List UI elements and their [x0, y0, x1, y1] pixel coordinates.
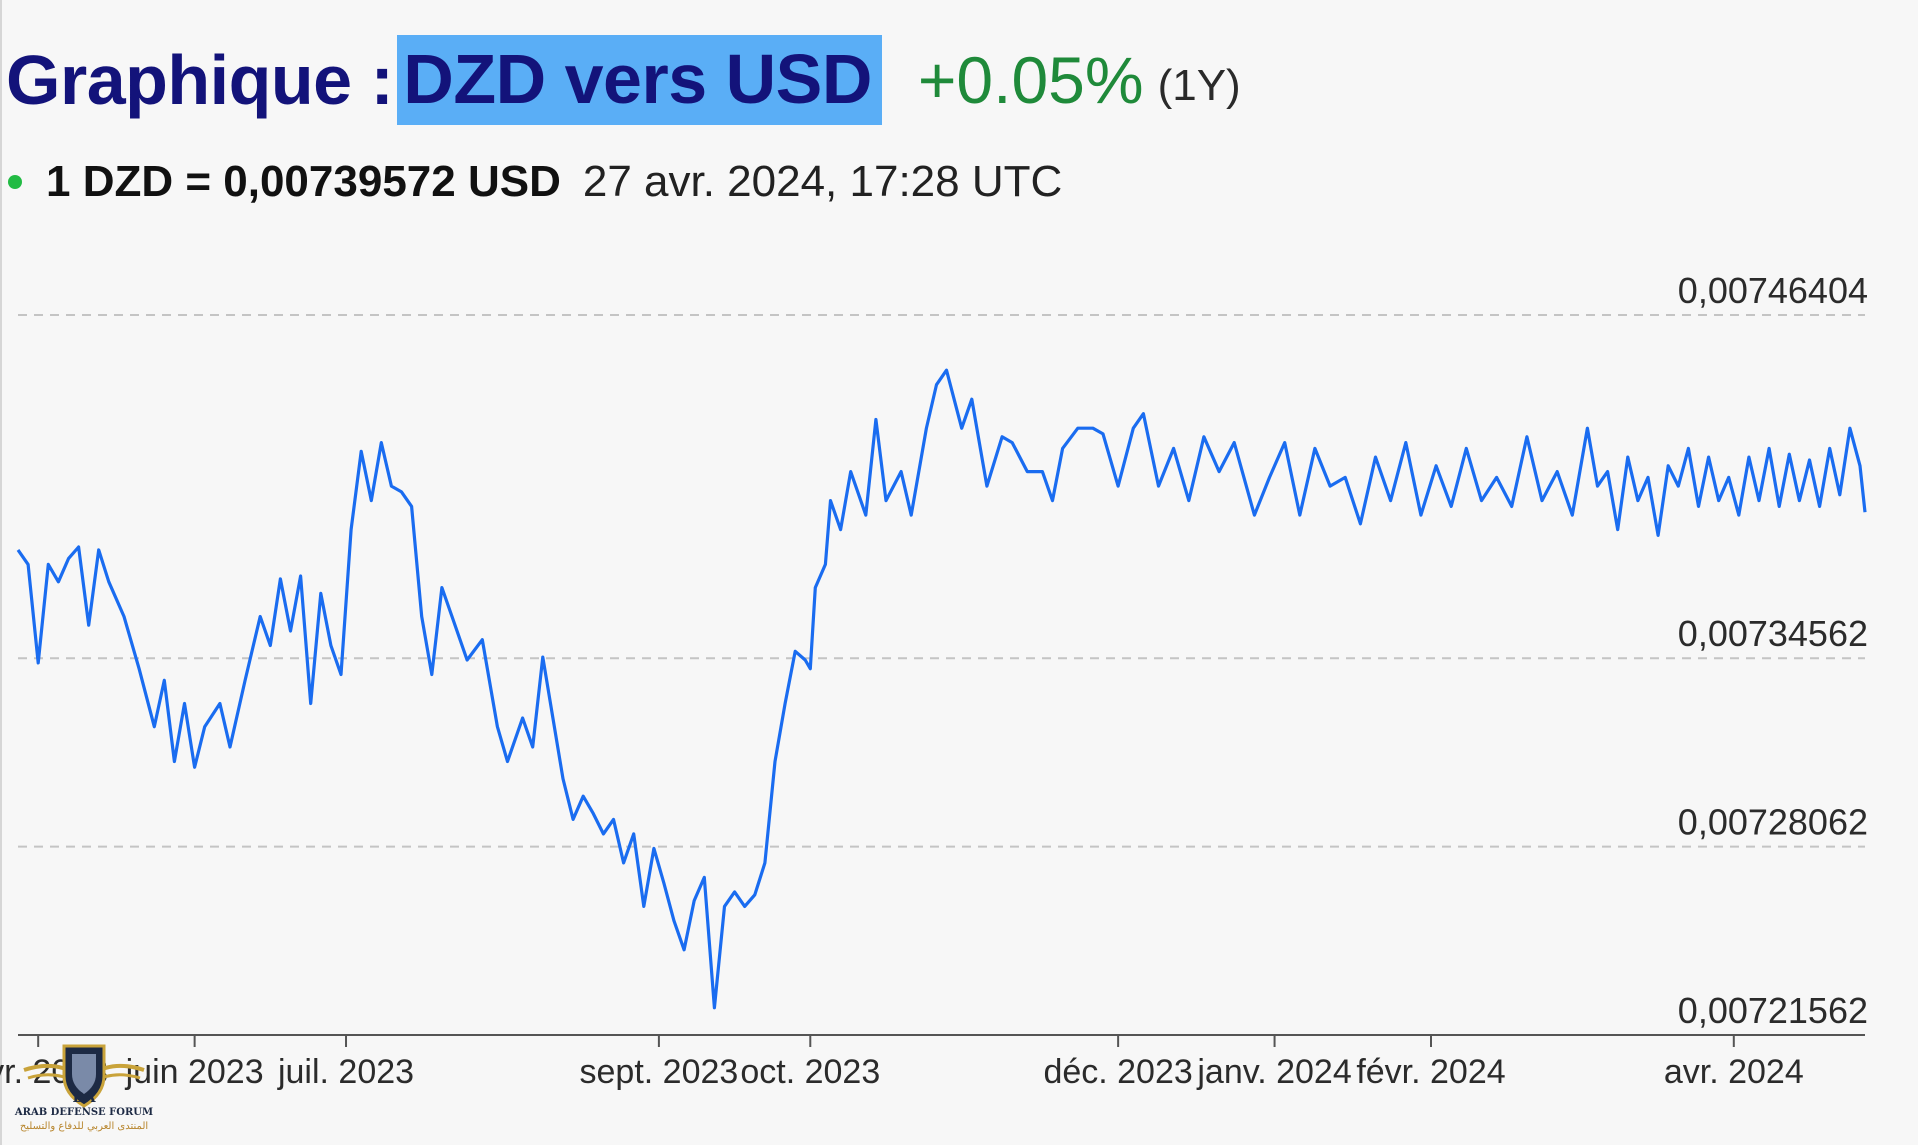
title-currency-pair: DZD vers USD	[397, 35, 882, 125]
shield-emblem-icon	[23, 1044, 145, 1108]
x-tick-label: déc. 2023	[1043, 1053, 1192, 1091]
logo-subtitle: المنتدى العربي للدفاع والتسليح	[19, 1121, 149, 1132]
x-tick-label: juil. 2023	[277, 1053, 414, 1091]
y-tick-label: 0,00746404	[1678, 270, 1868, 311]
rate-timestamp: 27 avr. 2024, 17:28 UTC	[582, 157, 1063, 206]
gridlines	[18, 314, 1865, 848]
y-tick-label: 0,00728062	[1678, 802, 1868, 843]
period-label: (1Y)	[1157, 61, 1241, 110]
rate-value: 1 DZD = 0,00739572 USD	[46, 157, 561, 206]
forum-logo: DA ARAB DEFENSE FORUM المنتدى العربي للد…	[14, 1040, 154, 1140]
y-tick-label: 0,00721562	[1678, 990, 1868, 1031]
series-line	[16, 368, 1867, 1010]
logo-name: ARAB DEFENSE FORUM	[14, 1107, 154, 1118]
y-axis-ticks: 0,00746404 0,00734562 0,00728062 0,00721562	[1678, 270, 1868, 1031]
series-group	[16, 368, 1867, 1010]
x-tick-label: juin 2023	[125, 1053, 264, 1091]
current-rate: 1 DZD = 0,00739572 USD 27 avr. 2024, 17:…	[8, 152, 1062, 212]
x-tick-label: sept. 2023	[580, 1053, 739, 1091]
chart-title: Graphique : DZD vers USD +0.05% (1Y)	[6, 30, 1241, 130]
y-tick-label: 0,00734562	[1678, 613, 1868, 654]
x-tick-label: oct. 2023	[740, 1053, 880, 1091]
left-border	[0, 0, 2, 1145]
x-tick-label: avr. 2024	[1664, 1053, 1804, 1091]
live-indicator-dot	[8, 175, 22, 189]
x-tick-label: févr. 2024	[1356, 1053, 1505, 1091]
x-tick-label: janv. 2024	[1196, 1053, 1351, 1091]
logo-initials: DA	[72, 1090, 96, 1106]
change-percent: +0.05%	[917, 43, 1144, 117]
title-prefix: Graphique :	[6, 41, 394, 119]
